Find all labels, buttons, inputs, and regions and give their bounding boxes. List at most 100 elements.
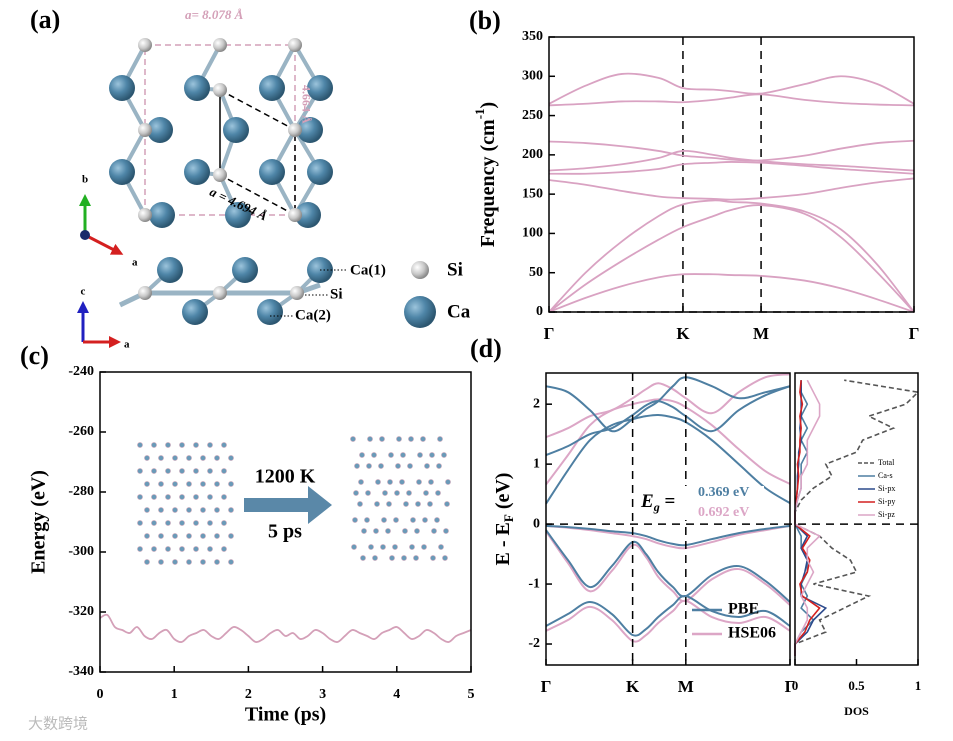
- y-tick-label: 300: [522, 69, 543, 84]
- line-series: [545, 524, 791, 550]
- snapshot-atom: [379, 436, 385, 442]
- snapshot-atom: [443, 528, 449, 534]
- snapshot-atom: [186, 481, 192, 487]
- snapshot-atom: [374, 501, 380, 507]
- snapshot-atom: [366, 463, 372, 469]
- line-series: [545, 373, 791, 439]
- si-atom: [138, 286, 152, 300]
- snapshot-atom: [350, 436, 356, 442]
- line-series: [548, 204, 915, 313]
- snapshot-atom: [165, 494, 171, 500]
- snapshot-atom: [381, 517, 387, 523]
- ca-atom: [307, 159, 333, 185]
- snapshot-atom: [158, 533, 164, 539]
- legend-label: Ca-s: [878, 471, 893, 480]
- x-tick-label: 5: [468, 687, 475, 702]
- y-tick-label: -280: [68, 484, 94, 499]
- x-tick-label: 1: [915, 678, 922, 693]
- ca-atom: [184, 159, 210, 185]
- snapshot-atom: [438, 544, 444, 550]
- dos-curve: [794, 380, 828, 657]
- snapshot-atom: [151, 494, 157, 500]
- snapshot-atom: [421, 544, 427, 550]
- legend-label: HSE06: [728, 625, 776, 642]
- y-tick-label: 250: [522, 108, 543, 123]
- snapshot-atom: [151, 468, 157, 474]
- watermark: 大数跨境: [28, 715, 88, 733]
- label-part: Frequency (cm: [477, 119, 499, 247]
- snapshot-atom: [407, 463, 413, 469]
- snapshot-atom: [214, 559, 220, 565]
- snapshot-atom: [158, 481, 164, 487]
- annotation: 1200 K: [255, 466, 316, 488]
- snapshot-atom: [429, 452, 435, 458]
- snapshot-atom: [441, 452, 447, 458]
- plot-frame: [545, 372, 791, 666]
- y-axis-label: E - EF (eV): [492, 473, 516, 566]
- snapshot-atom: [228, 481, 234, 487]
- si-atom: [138, 123, 152, 137]
- si-atom: [138, 38, 152, 52]
- ca-atom: [147, 117, 173, 143]
- y-tick-label: 50: [529, 265, 543, 280]
- snapshot-atom: [137, 494, 143, 500]
- si-atom: [213, 286, 227, 300]
- snapshot-atom: [200, 533, 206, 539]
- y-tick-label: -2: [528, 636, 540, 651]
- snapshot-atom: [428, 479, 434, 485]
- gap-value: 0.692 eV: [698, 505, 749, 520]
- snapshot-atom: [144, 455, 150, 461]
- snapshot-atom: [371, 452, 377, 458]
- snapshot-atom: [207, 468, 213, 474]
- x-tick-label: 0.5: [848, 678, 865, 693]
- x-tick-label: 2: [245, 687, 252, 702]
- snapshot-atom: [207, 494, 213, 500]
- snapshot-atom: [385, 528, 391, 534]
- line-series: [545, 524, 791, 547]
- line-series: [548, 149, 915, 172]
- snapshot-atom: [186, 559, 192, 565]
- plot-frame: [99, 371, 472, 673]
- snapshot-atom: [395, 463, 401, 469]
- snapshot-atom: [378, 463, 384, 469]
- snapshot-atom: [402, 528, 408, 534]
- snapshot-atom: [445, 479, 451, 485]
- si-atom: [213, 83, 227, 97]
- snapshot-atom: [165, 442, 171, 448]
- snapshot-atom: [144, 481, 150, 487]
- snapshot-atom: [179, 442, 185, 448]
- label-sub: F: [501, 514, 516, 522]
- panel-label: (b): [469, 6, 501, 35]
- snapshot-atom: [368, 544, 374, 550]
- lattice-label: 4.664 Å: [299, 85, 313, 124]
- snapshot-atom: [372, 555, 378, 561]
- y-tick-label: 0: [536, 304, 543, 319]
- label-part: E: [640, 491, 654, 512]
- legend-label: Si-px: [878, 484, 895, 493]
- legend-label: Ca: [447, 301, 471, 322]
- snapshot-atom: [172, 533, 178, 539]
- snapshot-atom: [179, 494, 185, 500]
- y-tick-label: 2: [533, 396, 540, 411]
- axis-arrow: [84, 233, 124, 255]
- snapshot-atom: [351, 544, 357, 550]
- legend-label: Total: [878, 458, 895, 467]
- snapshot-atom: [172, 559, 178, 565]
- snapshot-atom: [193, 442, 199, 448]
- axis-label: a: [132, 257, 138, 269]
- snapshot-atom: [389, 555, 395, 561]
- snapshot-atom: [179, 546, 185, 552]
- snapshot-atom: [420, 436, 426, 442]
- ca-atom: [182, 299, 208, 325]
- y-tick-label: -260: [68, 424, 94, 439]
- snapshot-atom: [200, 507, 206, 513]
- snapshot-atom: [158, 507, 164, 513]
- ca-atom: [109, 75, 135, 101]
- axis-label: b: [82, 174, 88, 186]
- dos-curve: [794, 380, 815, 657]
- ca-atom: [157, 257, 183, 283]
- x-tick-label: 3: [319, 687, 326, 702]
- snapshot-atom: [200, 481, 206, 487]
- label-part: (eV): [492, 473, 514, 515]
- snapshot-atom: [228, 507, 234, 513]
